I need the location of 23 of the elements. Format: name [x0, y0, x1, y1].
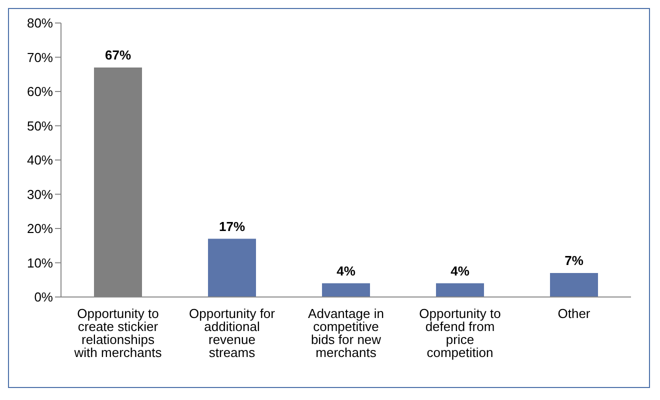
data-label: 67%: [104, 48, 132, 63]
y-tick-label: 30%: [26, 186, 54, 202]
y-tick-label: 10%: [26, 255, 54, 270]
y-tick-label: 20%: [26, 221, 54, 236]
data-label: 4%: [336, 263, 356, 278]
y-tick-label: 70%: [26, 50, 54, 65]
x-tick-label: Opportunity to defend from price competition: [419, 306, 501, 360]
data-label: 7%: [564, 253, 584, 268]
y-tick-label: 50%: [26, 118, 54, 134]
x-tick-label: Other: [558, 306, 591, 322]
y-tick-label: 40%: [26, 152, 54, 168]
data-label: 17%: [218, 218, 246, 234]
y-tick-label: 80%: [26, 16, 54, 31]
x-tick-label: Opportunity to create stickier relationships with merchants: [73, 306, 162, 360]
x-tick-label: Advantage in competitive bids for new merchants: [308, 306, 384, 360]
y-tick-label: 60%: [26, 84, 54, 100]
x-tick-label: Opportunity for additional revenue streams: [189, 306, 276, 360]
bar: [208, 238, 256, 297]
data-label: 4%: [450, 263, 470, 278]
bar: [436, 283, 484, 297]
bar: [322, 283, 370, 297]
y-tick-label: 0%: [34, 290, 54, 305]
bar: [550, 273, 598, 297]
